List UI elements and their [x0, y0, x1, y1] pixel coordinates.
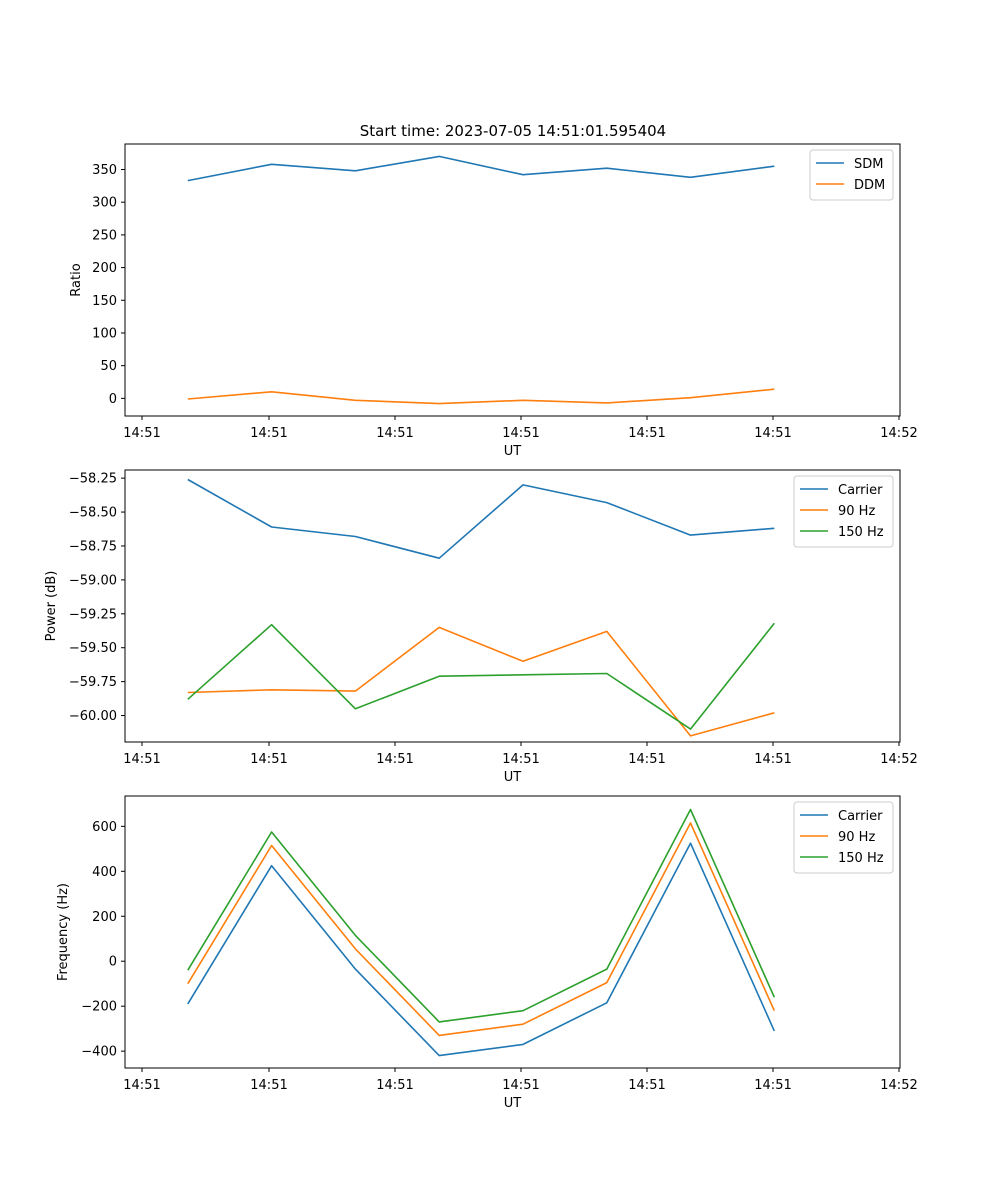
x-tick-label: 14:51	[754, 1078, 791, 1093]
series-line-carrier	[187, 842, 776, 1057]
legend: Carrier 90 Hz 150 Hz	[793, 801, 894, 874]
x-tick-label: 14:51	[123, 426, 160, 441]
x-tick-label: 14:51	[628, 1078, 665, 1093]
y-tick-label: 100	[92, 326, 117, 341]
x-tick-label: 14:51	[250, 1078, 287, 1093]
x-tick-label: 14:51	[123, 1078, 160, 1093]
subplots: 14:51 14:51 14:51 14:51 14:51 14:51 14:52 0 50 10…	[44, 143, 918, 1111]
subplot-3: 14:51 14:51 14:51 14:51 14:51 14:51 14:52 −400 −…	[56, 795, 918, 1111]
x-axis-label: UT	[504, 770, 522, 785]
series-line-150-hz	[187, 808, 776, 1023]
y-tick-label: 0	[109, 392, 117, 407]
y-tick-label: −58.75	[69, 539, 117, 554]
x-axis-label: UT	[504, 1096, 522, 1111]
x-tick-label: 14:51	[754, 426, 791, 441]
x-tick-label: 14:51	[502, 1078, 539, 1093]
subplot-1: 14:51 14:51 14:51 14:51 14:51 14:51 14:52 0 50 10…	[69, 143, 918, 459]
legend: SDM DDM	[809, 149, 894, 201]
y-tick-label: −59.50	[69, 641, 117, 656]
axes-frame	[124, 795, 901, 1069]
y-tick-label: −59.25	[69, 607, 117, 622]
series-line-sdm	[187, 155, 775, 182]
y-tick-label: 150	[92, 294, 117, 309]
y-tick-label: −59.00	[69, 573, 117, 588]
legend-label: Carrier	[838, 809, 883, 824]
y-tick-label: 350	[92, 163, 117, 178]
y-tick-label: −58.50	[69, 506, 117, 521]
y-tick-label: 300	[92, 196, 117, 211]
x-axis-label: UT	[504, 444, 522, 459]
y-tick-label: −58.25	[69, 472, 117, 487]
x-tick-label: 14:51	[502, 426, 539, 441]
series-line-90-hz	[187, 626, 775, 737]
legend-frame	[793, 801, 894, 874]
legend-label: 150 Hz	[838, 851, 884, 866]
legend-label: SDM	[854, 157, 883, 172]
y-tick-label: 600	[92, 820, 117, 835]
y-tick-label: −200	[81, 1000, 117, 1015]
axes-frame	[124, 143, 901, 417]
legend-label: DDM	[854, 178, 885, 193]
x-tick-label: 14:52	[880, 1078, 917, 1093]
x-tick-label: 14:52	[880, 752, 917, 767]
y-tick-label: 50	[100, 359, 117, 374]
x-tick-label: 14:51	[250, 752, 287, 767]
y-tick-label: −400	[81, 1045, 117, 1060]
series-line-90-hz	[187, 822, 776, 1037]
x-tick-label: 14:51	[123, 752, 160, 767]
legend-label: 90 Hz	[838, 830, 875, 845]
x-tick-label: 14:52	[880, 426, 917, 441]
x-tick-label: 14:51	[376, 752, 413, 767]
series-line-carrier	[187, 478, 775, 560]
x-tick-label: 14:51	[754, 752, 791, 767]
y-tick-label: −59.75	[69, 675, 117, 690]
x-tick-label: 14:51	[628, 752, 665, 767]
y-tick-label: 250	[92, 228, 117, 243]
x-tick-label: 14:51	[376, 1078, 413, 1093]
legend: Carrier 90 Hz 150 Hz	[793, 475, 894, 548]
axes-frame	[124, 469, 901, 743]
series-line-ddm	[187, 388, 775, 405]
series-line-150-hz	[187, 622, 775, 730]
y-tick-label: 400	[92, 865, 117, 880]
x-tick-label: 14:51	[628, 426, 665, 441]
y-axis-label: Frequency (Hz)	[56, 883, 71, 981]
y-tick-label: 200	[92, 261, 117, 276]
legend-label: 150 Hz	[838, 525, 884, 540]
y-tick-label: 200	[92, 910, 117, 925]
legend-label: 90 Hz	[838, 504, 875, 519]
y-tick-label: 0	[109, 955, 117, 970]
figure-title: Start time: 2023-07-05 14:51:01.595404	[360, 122, 666, 140]
subplot-2: 14:51 14:51 14:51 14:51 14:51 14:51 14:52 −58.2…	[44, 469, 918, 785]
x-tick-label: 14:51	[250, 426, 287, 441]
y-tick-label: −60.00	[69, 709, 117, 724]
x-tick-label: 14:51	[376, 426, 413, 441]
y-axis-label: Power (dB)	[44, 571, 59, 642]
legend-label: Carrier	[838, 483, 883, 498]
y-axis-label: Ratio	[69, 263, 84, 296]
legend-frame	[793, 475, 894, 548]
x-tick-label: 14:51	[502, 752, 539, 767]
